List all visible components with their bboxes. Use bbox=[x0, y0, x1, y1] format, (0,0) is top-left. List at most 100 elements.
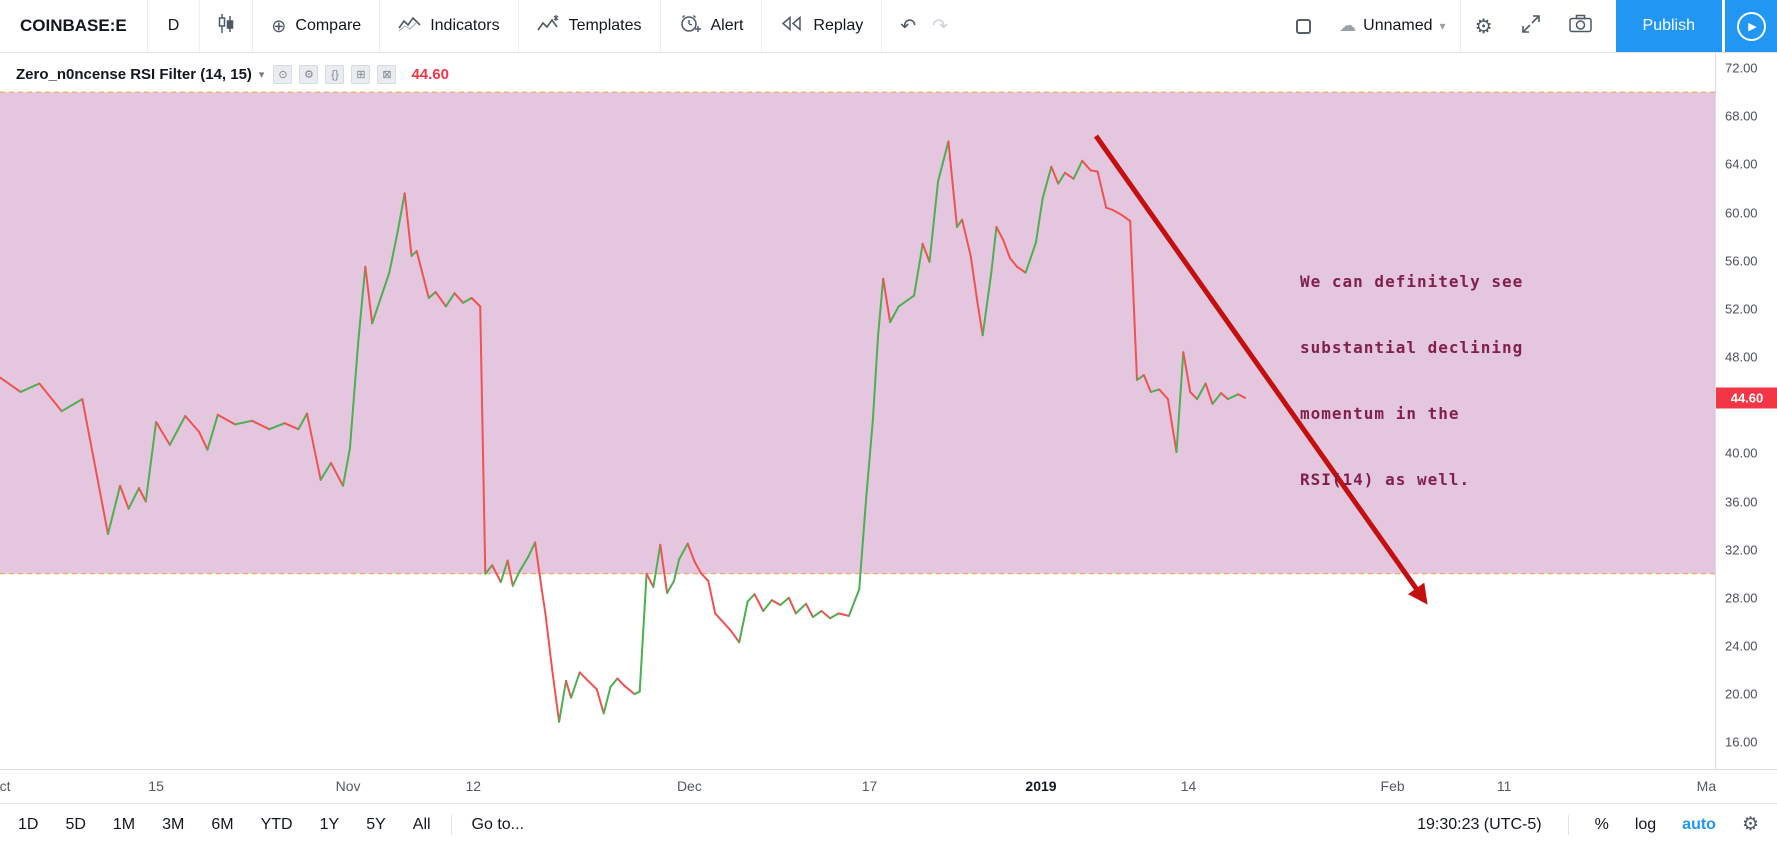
rsi-line-segment bbox=[251, 419, 271, 431]
undo-button[interactable]: ↶ bbox=[900, 15, 917, 37]
layout-square-icon bbox=[1296, 18, 1312, 34]
chart-style-button[interactable] bbox=[200, 0, 252, 52]
percent-scale-button[interactable]: % bbox=[1594, 815, 1609, 833]
rsi-line-segment bbox=[184, 415, 200, 433]
rsi-line-segment bbox=[107, 484, 122, 535]
range-button-1m[interactable]: 1M bbox=[112, 815, 136, 833]
time-tick-label: 17 bbox=[861, 778, 878, 794]
indicator-chevron-icon[interactable]: ▾ bbox=[258, 69, 265, 81]
clock-label[interactable]: 19:30:23 (UTC-5) bbox=[1417, 815, 1542, 833]
rsi-line-segment bbox=[623, 684, 636, 696]
rsi-line-segment bbox=[403, 192, 413, 257]
rsi-line-segment bbox=[1081, 159, 1092, 172]
range-button-6m[interactable]: 6M bbox=[211, 815, 234, 833]
indicator-title[interactable]: Zero_n0ncense RSI Filter (14, 15) bbox=[16, 66, 252, 83]
rsi-line-segment bbox=[753, 593, 765, 612]
rsi-line-segment bbox=[1220, 392, 1229, 401]
rsi-line-segment bbox=[811, 610, 823, 619]
chart-properties-button[interactable]: ⚙ bbox=[1461, 0, 1507, 52]
rsi-line-segment bbox=[1158, 388, 1169, 401]
rsi-line-segment bbox=[570, 671, 581, 699]
snapshot-button[interactable] bbox=[1555, 0, 1606, 52]
rsi-chart[interactable] bbox=[0, 53, 1715, 769]
annotation-line: momentum in the bbox=[1300, 404, 1460, 423]
publish-button[interactable]: Publish bbox=[1615, 0, 1722, 52]
indicators-button[interactable]: Indicators bbox=[380, 0, 517, 52]
range-button-3m[interactable]: 3M bbox=[162, 815, 185, 833]
rsi-line-segment bbox=[1120, 213, 1132, 222]
select-layout-button[interactable] bbox=[1282, 0, 1325, 52]
rsi-line-segment bbox=[137, 487, 147, 503]
rsi-line-segment bbox=[453, 292, 465, 304]
rsi-line-segment bbox=[645, 572, 655, 588]
symbol-button[interactable]: COINBASE:E bbox=[20, 16, 127, 35]
rsi-line-segment bbox=[995, 226, 1005, 242]
range-button-1y[interactable]: 1Y bbox=[319, 815, 340, 833]
rsi-line-segment bbox=[762, 599, 773, 612]
time-axis[interactable]: ct 15 Nov 12 Dec 17 2019 14 Feb 11 Ma bbox=[0, 769, 1777, 803]
annotation-line: RSI(14) as well. bbox=[1300, 470, 1471, 489]
rsi-line-segment bbox=[1204, 382, 1214, 405]
annotation-text[interactable]: We can definitely see substantial declin… bbox=[1300, 227, 1523, 535]
rsi-line-segment bbox=[364, 265, 374, 325]
rsi-line-segment bbox=[558, 679, 567, 723]
indicator-source-button[interactable]: {} bbox=[325, 65, 345, 84]
indicator-hide-button[interactable]: ⊙ bbox=[273, 65, 293, 84]
publish-play-button[interactable]: ▶ bbox=[1725, 0, 1777, 52]
rsi-line-segment bbox=[609, 677, 619, 688]
alert-button[interactable]: Alert bbox=[661, 0, 762, 52]
chart-pane[interactable]: Zero_n0ncense RSI Filter (14, 15) ▾ ⊙ ⚙ … bbox=[0, 53, 1715, 769]
range-button-ytd[interactable]: YTD bbox=[260, 815, 293, 833]
indicator-more-button[interactable]: ⊞ bbox=[351, 65, 371, 84]
replay-button[interactable]: Replay bbox=[762, 0, 881, 52]
rsi-line-segment bbox=[197, 430, 209, 451]
rsi-line-segment bbox=[659, 543, 669, 594]
rsi-line-segment bbox=[871, 334, 880, 421]
divider bbox=[761, 0, 763, 52]
time-tick-label: Feb bbox=[1380, 778, 1405, 794]
rsi-line-segment bbox=[268, 422, 286, 431]
rsi-line-segment bbox=[38, 382, 63, 413]
rsi-line-segment bbox=[415, 250, 430, 299]
fullscreen-button[interactable] bbox=[1507, 0, 1555, 52]
rsi-line-segment bbox=[1041, 165, 1053, 200]
log-scale-button[interactable]: log bbox=[1634, 815, 1657, 833]
range-button-1d[interactable]: 1D bbox=[18, 815, 39, 833]
indicator-delete-button[interactable]: ⊠ bbox=[377, 65, 397, 84]
range-button-all[interactable]: All bbox=[412, 815, 431, 833]
rsi-line-segment bbox=[155, 421, 171, 446]
compare-button[interactable]: ⊕ Compare bbox=[253, 0, 379, 52]
range-button-5y[interactable]: 5Y bbox=[366, 815, 386, 833]
rsi-line-segment bbox=[787, 596, 797, 615]
layout-name-button[interactable]: ☁ Unnamed ▾ bbox=[1325, 0, 1459, 52]
rsi-line-segment bbox=[19, 382, 41, 393]
rsi-line-segment bbox=[913, 242, 924, 297]
rsi-line-segment bbox=[666, 579, 675, 594]
indicator-settings-button[interactable]: ⚙ bbox=[299, 65, 319, 84]
auto-scale-button[interactable]: auto bbox=[1682, 815, 1716, 833]
range-button-5d[interactable]: 5D bbox=[65, 815, 86, 833]
annotation-arrow[interactable] bbox=[1093, 134, 1428, 605]
time-tick-label: Dec bbox=[676, 778, 702, 794]
price-tick-label: 20.00 bbox=[1725, 686, 1758, 702]
axis-settings-gear-icon[interactable]: ⚙ bbox=[1741, 814, 1759, 835]
goto-button[interactable]: Go to... bbox=[471, 815, 525, 833]
rsi-line-segment bbox=[693, 560, 703, 575]
price-tick-label: 16.00 bbox=[1725, 734, 1758, 750]
price-scale[interactable]: 72.00 68.00 64.00 60.00 56.00 52.00 48.00 40.00… bbox=[1715, 53, 1777, 769]
rsi-line-segment bbox=[551, 669, 561, 723]
rsi-line-segment bbox=[882, 277, 892, 324]
rsi-line-segment bbox=[805, 602, 814, 619]
interval-button[interactable]: D bbox=[167, 17, 180, 34]
divider bbox=[252, 0, 254, 52]
annotation-line: We can definitely see bbox=[1300, 272, 1524, 291]
templates-button[interactable]: Templates bbox=[519, 0, 660, 52]
rsi-line-segment bbox=[470, 297, 482, 308]
compare-label: Compare bbox=[295, 17, 362, 34]
redo-button[interactable]: ↷ bbox=[932, 15, 949, 37]
compare-plus-icon: ⊕ bbox=[271, 15, 287, 36]
alert-label: Alert bbox=[710, 17, 744, 34]
indicator-header: Zero_n0ncense RSI Filter (14, 15) ▾ ⊙ ⚙ … bbox=[16, 65, 449, 84]
divider bbox=[450, 814, 452, 835]
price-tick-label: 32.00 bbox=[1725, 542, 1758, 558]
